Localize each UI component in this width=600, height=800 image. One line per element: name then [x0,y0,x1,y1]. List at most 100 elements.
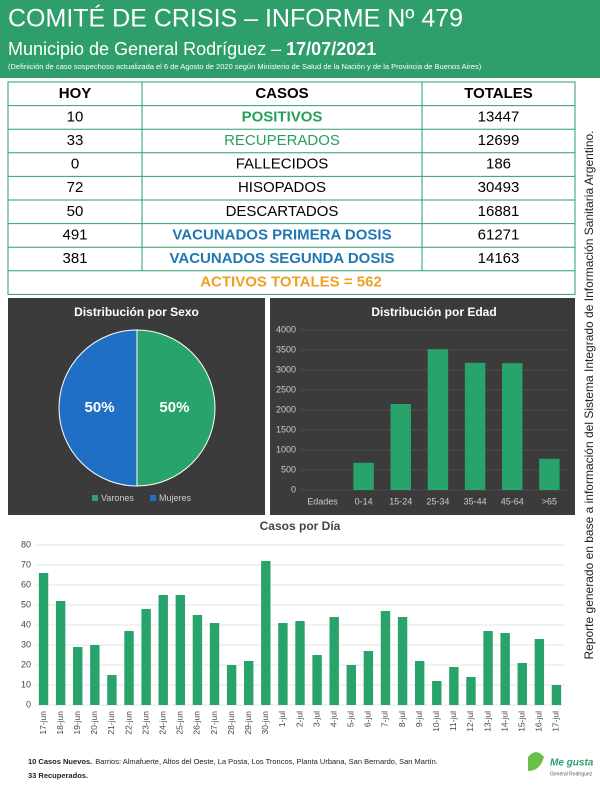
bar [261,561,271,705]
cell: DESCARTADOS [226,203,339,220]
barrios: Barrios: Almafuerte, Altos del Oeste, La… [95,757,438,766]
bar [90,645,100,705]
bar [432,681,442,705]
cell: 33 [67,132,84,149]
footer-line: 10 Casos Nuevos. Barrios: Almafuerte, Alt… [28,757,438,766]
bar [539,458,560,490]
y-tick-label: 500 [281,464,296,474]
cell: RECUPERADOS [224,132,340,149]
bar [551,685,562,705]
x-tick-label: 27-jun [209,711,219,735]
bar [124,631,134,705]
x-tick-label: 18-jun [55,711,65,735]
x-tick-label: 30-jun [260,711,270,735]
y-tick-label: 1000 [276,444,296,454]
bar [38,573,49,705]
bar [244,661,254,705]
date: 17/07/2021 [286,39,376,59]
bar [353,462,374,490]
bar [464,362,486,490]
bar [427,349,449,490]
legend-label: Varones [101,493,134,503]
x-tick-label: 35-44 [464,496,487,506]
y-tick-label: 80 [21,539,31,549]
x-tick-label: 7-jul [380,711,390,727]
logo-sub: General Rodríguez [550,771,593,777]
y-tick-label: 50 [21,599,31,609]
bar [209,623,220,705]
x-tick-label: 25-jun [175,711,185,735]
x-tick-label: 16-jul [534,711,544,732]
title: COMITÉ DE CRISIS – INFORME Nº 479 [8,4,463,33]
x-tick-label: 2-jul [294,711,304,727]
cell: 12699 [478,132,520,149]
bar [517,663,527,705]
cell: FALLECIDOS [236,156,329,173]
y-tick-label: 60 [21,579,31,589]
cell: HISOPADOS [238,179,326,196]
bar [449,667,459,705]
x-tick-label: 13-jul [482,711,492,732]
column-header: TOTALES [464,85,533,102]
x-tick-label: 20-jun [89,711,99,735]
y-tick-label: 30 [21,639,31,649]
column-header: HOY [59,85,92,102]
total-row: ACTIVOS TOTALES = 562 [200,274,382,291]
y-tick-label: 3500 [276,344,296,354]
x-tick-label: 45-64 [501,496,524,506]
x-tick-label: 23-jun [140,711,150,735]
bar [390,404,411,490]
x-tick-label: 14-jul [499,711,509,732]
value-label: 50% [159,399,189,416]
x-tick-label: 6-jul [363,711,373,727]
bar [295,621,305,705]
bar [397,617,408,705]
x-tick-label: 15-24 [389,496,412,506]
pie-slice [136,329,216,487]
cell: 13447 [478,108,520,125]
legend-label: Mujeres [159,493,192,503]
y-tick-label: 0 [26,699,31,709]
x-tick-label: 21-jun [106,711,116,735]
recovered: 33 Recuperados. [28,771,88,780]
y-tick-label: 20 [21,659,31,669]
cell: 72 [67,179,84,196]
cell: 30493 [478,179,520,196]
x-tick-label: 12-jul [465,711,475,732]
panel [270,298,575,515]
side-note: Reporte generado en base a información d… [582,131,596,660]
cell: 61271 [478,226,520,243]
y-tick-label: 10 [21,679,31,689]
x-tick-label: 26-jun [192,711,202,735]
legend-swatch [150,495,156,501]
bar [192,615,203,705]
y-tick-label: 1500 [276,424,296,434]
x-tick-label: 8-jul [397,711,407,727]
header-bg [0,0,600,78]
x-tick-label: 1-jul [277,711,287,727]
bar [346,665,356,705]
note: (Definición de caso sospechoso actualiza… [8,62,482,71]
bar [278,623,288,705]
bar [380,611,391,705]
bar [158,595,168,705]
logo-icon [528,752,544,771]
x-tick-label: >65 [542,496,557,506]
cell: 0 [71,156,79,173]
logo: Me gusta [550,758,594,769]
bar [363,651,374,705]
pie-slice [58,329,138,487]
new-cases: 10 Casos Nuevos. [28,757,92,766]
x-tick-label: 19-jun [72,711,82,735]
x-tick-label: 22-jun [123,711,133,735]
cell: 186 [486,156,511,173]
cell: POSITIVOS [242,108,323,125]
y-tick-label: 2500 [276,384,296,394]
cell: VACUNADOS PRIMERA DOSIS [172,226,391,243]
bar [414,661,425,705]
y-tick-label: 70 [21,559,31,569]
x-tick-label: 10-jul [431,711,441,732]
bar [466,677,476,705]
y-tick-label: 40 [21,619,31,629]
x-tick-label: 15-jul [517,711,527,732]
